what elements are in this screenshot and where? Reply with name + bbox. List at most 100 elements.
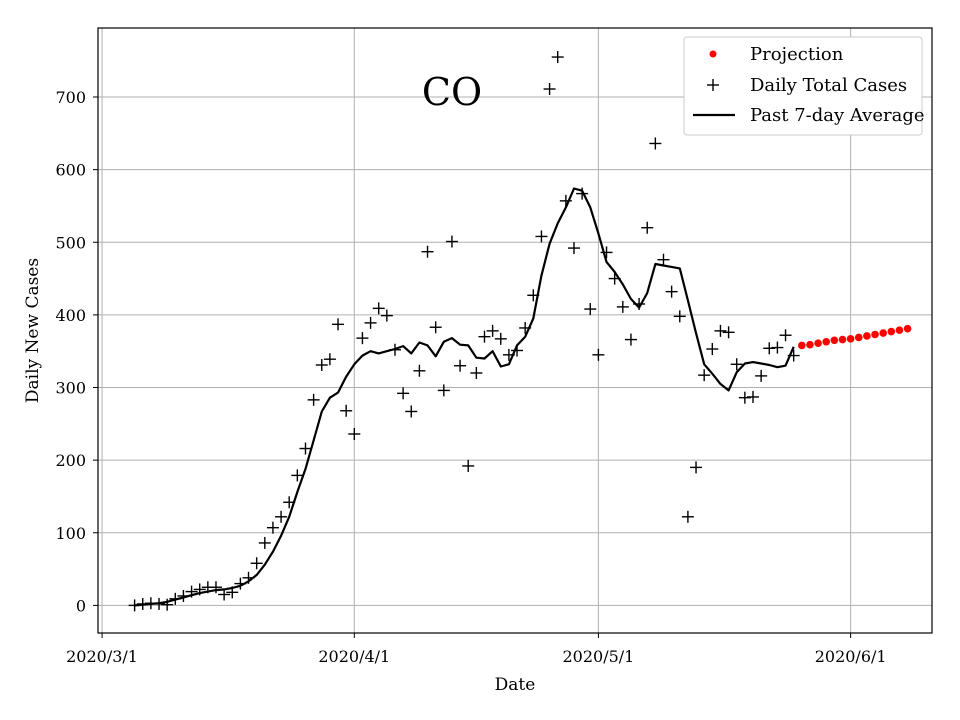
legend-label-projection: Projection: [750, 44, 844, 65]
data-point-daily-total-cases: [364, 316, 377, 329]
data-point-daily-total-cases: [706, 343, 719, 356]
data-point-daily-total-cases: [144, 597, 157, 610]
data-point-daily-total-cases: [519, 321, 532, 334]
data-point-projection: [879, 329, 887, 337]
x-tick-label: 2020/5/1: [562, 647, 634, 666]
data-point-daily-total-cases: [470, 366, 483, 379]
data-point-daily-total-cases: [567, 242, 580, 255]
data-point-daily-total-cases: [128, 599, 141, 612]
data-point-daily-total-cases: [226, 586, 239, 599]
data-point-daily-total-cases: [584, 303, 597, 316]
data-point-daily-total-cases: [291, 469, 304, 482]
y-axis-ticks: 0 100 200 300 400 500 600 700: [55, 88, 98, 615]
data-point-daily-total-cases: [209, 581, 222, 594]
data-point-daily-total-cases: [275, 510, 288, 523]
x-tick-label: 2020/6/1: [815, 647, 887, 666]
data-point-projection: [871, 330, 879, 339]
data-point-daily-total-cases: [332, 318, 345, 331]
data-point-daily-total-cases: [153, 597, 166, 610]
y-tick-label: 500: [55, 233, 86, 252]
data-point-daily-total-cases: [405, 405, 418, 418]
data-point-projection: [863, 332, 871, 340]
data-point-daily-total-cases: [690, 461, 703, 474]
legend-marker-daily-total-cases: [707, 79, 719, 91]
data-point-daily-total-cases: [576, 187, 589, 200]
data-point-daily-total-cases: [657, 253, 670, 266]
data-point-daily-total-cases: [624, 333, 637, 346]
data-point-daily-total-cases: [348, 427, 361, 440]
y-tick-label: 200: [55, 451, 86, 470]
data-point-daily-total-cases: [673, 310, 686, 323]
data-point-daily-total-cases: [616, 300, 629, 313]
data-point-daily-total-cases: [665, 285, 678, 298]
legend-marker-projection: [709, 50, 717, 58]
data-point-daily-total-cases: [746, 390, 759, 403]
data-point-daily-total-cases: [681, 510, 694, 523]
data-point-daily-total-cases: [494, 332, 507, 345]
data-point-daily-total-cases: [169, 592, 182, 605]
data-point-daily-total-cases: [266, 521, 279, 534]
x-tick-label: 2020/4/1: [318, 647, 390, 666]
data-point-daily-total-cases: [559, 194, 572, 207]
data-point-projection: [854, 333, 863, 342]
data-point-daily-total-cases: [356, 332, 369, 345]
data-point-projection: [903, 324, 912, 333]
data-point-daily-total-cases: [527, 289, 540, 302]
y-axis-label: Daily New Cases: [23, 258, 43, 403]
plot-frame: [97, 27, 933, 634]
x-axis-ticks: 2020/3/1 2020/4/1 2020/5/1 2020/6/1: [66, 633, 887, 666]
data-point-daily-total-cases: [323, 353, 336, 366]
data-point-daily-total-cases: [730, 358, 743, 371]
data-point-daily-total-cases: [283, 496, 296, 509]
data-point-daily-total-cases: [413, 364, 426, 377]
data-point-daily-total-cases: [307, 393, 320, 406]
plot-series: [128, 51, 912, 612]
y-tick-label: 100: [55, 524, 86, 543]
y-tick-label: 700: [55, 88, 86, 107]
data-point-daily-total-cases: [437, 384, 450, 397]
data-point-projection: [887, 327, 896, 336]
data-point-daily-total-cases: [763, 342, 776, 355]
data-point-daily-total-cases: [486, 324, 499, 337]
data-point-daily-total-cases: [421, 245, 434, 258]
x-tick-label: 2020/3/1: [66, 647, 138, 666]
chart-title: CO: [422, 70, 482, 114]
data-point-daily-total-cases: [258, 536, 271, 549]
data-point-daily-total-cases: [592, 348, 605, 361]
data-point-projection: [822, 337, 831, 346]
data-point-daily-total-cases: [779, 329, 792, 342]
data-point-daily-total-cases: [755, 369, 768, 382]
data-point-daily-total-cases: [177, 589, 190, 602]
y-tick-label: 600: [55, 161, 86, 180]
data-point-daily-total-cases: [193, 583, 206, 596]
data-point-daily-total-cases: [787, 349, 800, 362]
data-point-daily-total-cases: [380, 309, 393, 322]
data-point-daily-total-cases: [315, 358, 328, 371]
y-tick-label: 0: [76, 596, 86, 615]
data-point-daily-total-cases: [372, 302, 385, 315]
data-point-daily-total-cases: [161, 598, 174, 611]
data-point-daily-total-cases: [722, 326, 735, 339]
y-tick-label: 400: [55, 306, 86, 325]
data-point-daily-total-cases: [771, 341, 784, 354]
data-point-daily-total-cases: [429, 321, 442, 334]
x-axis-label: Date: [495, 675, 536, 695]
data-point-daily-total-cases: [478, 330, 491, 343]
data-point-projection: [830, 336, 839, 345]
data-point-daily-total-cases: [234, 577, 247, 590]
data-point-daily-total-cases: [714, 324, 727, 337]
data-point-daily-total-cases: [218, 588, 231, 601]
data-point-daily-total-cases: [608, 272, 621, 285]
data-point-daily-total-cases: [454, 359, 467, 372]
data-point-projection: [895, 326, 904, 334]
data-point-daily-total-cases: [445, 235, 458, 248]
legend: Projection Daily Total Cases Past 7-day …: [683, 36, 925, 136]
legend-box: [683, 36, 923, 136]
data-point-projection: [806, 340, 814, 349]
data-point-projection: [846, 335, 855, 343]
data-point-projection: [814, 339, 822, 348]
data-point-daily-total-cases: [535, 230, 548, 243]
data-point-daily-total-cases: [649, 137, 662, 150]
data-point-daily-total-cases: [397, 387, 410, 400]
